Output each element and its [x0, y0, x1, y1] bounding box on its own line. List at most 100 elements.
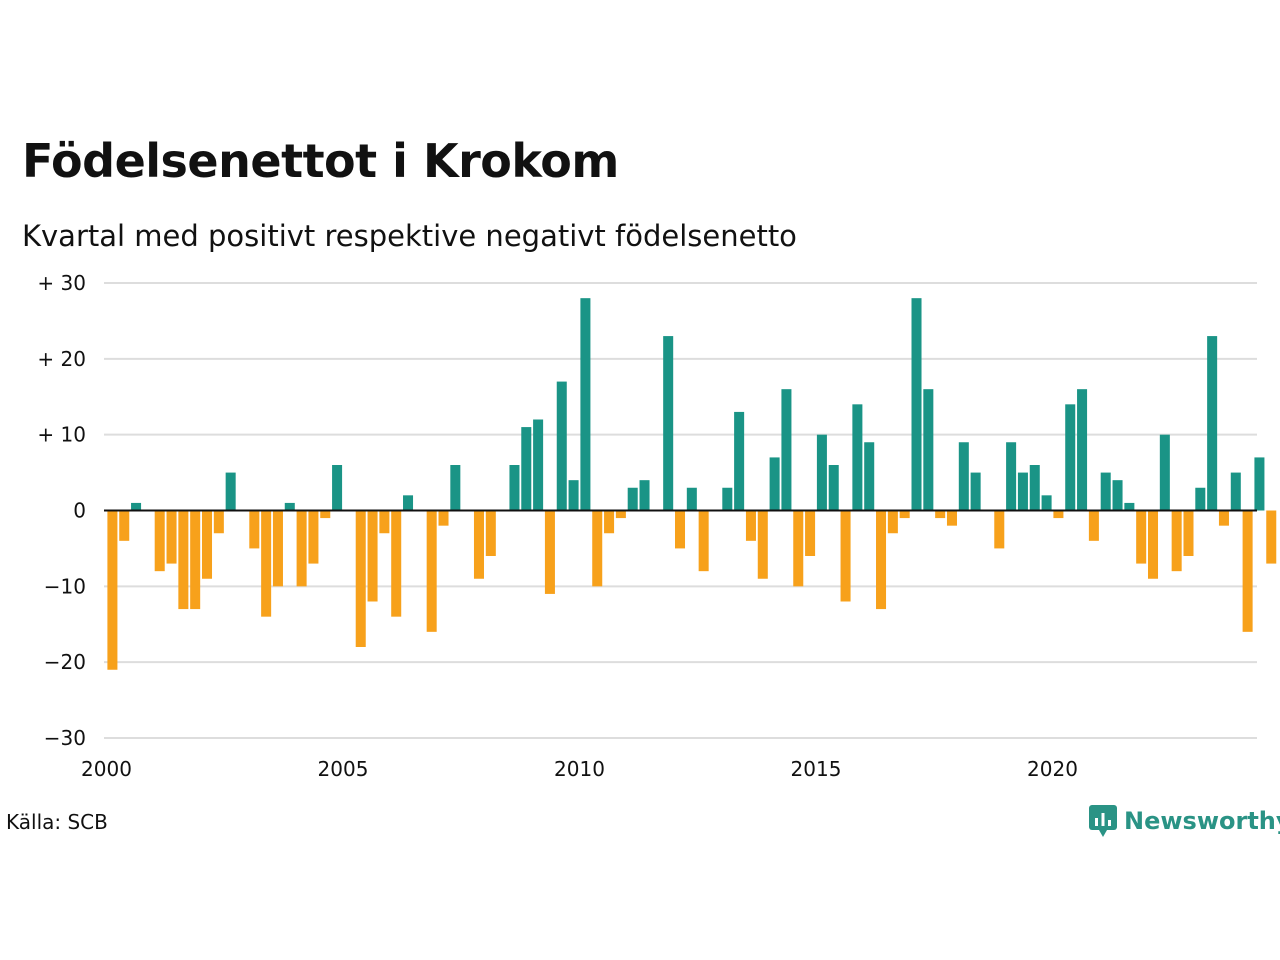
bar-positive	[1230, 472, 1241, 511]
bar-negative	[1218, 510, 1229, 526]
bar-positive	[450, 465, 461, 511]
bar-negative	[1136, 510, 1147, 564]
bar-negative	[355, 510, 366, 647]
bar-positive	[911, 298, 922, 511]
bar-negative	[119, 510, 130, 541]
bar-negative	[675, 510, 686, 549]
bar-negative	[887, 510, 898, 534]
bar-negative	[1088, 510, 1099, 541]
bar-positive	[580, 298, 591, 511]
bar-negative	[1183, 510, 1194, 556]
bar-positive	[521, 427, 532, 511]
brand-logo: Newsworthy	[1088, 804, 1280, 838]
bar-positive	[556, 381, 567, 511]
bar-negative	[249, 510, 260, 549]
bar-negative	[946, 510, 957, 526]
bar-positive	[1100, 472, 1111, 511]
bar-negative	[1242, 510, 1253, 632]
bar-negative	[391, 510, 402, 617]
y-tick-label: + 20	[37, 347, 86, 371]
bar-positive	[769, 457, 780, 511]
y-tick-label: −30	[44, 726, 86, 750]
bar-positive	[686, 487, 697, 511]
bar-negative	[604, 510, 615, 534]
bar-negative	[272, 510, 283, 587]
bar-negative	[438, 510, 449, 526]
bar-positive	[1207, 336, 1218, 511]
bar-negative	[1053, 510, 1064, 519]
bar-negative	[213, 510, 224, 534]
bar-positive	[1006, 442, 1017, 511]
bar-positive	[663, 336, 674, 511]
bar-positive	[131, 502, 142, 511]
x-axis-ticks: 2000 2005 2010 2015 2020	[81, 757, 1078, 781]
bar-positive	[923, 389, 934, 511]
bar-negative	[178, 510, 189, 610]
bar-positive	[970, 472, 981, 511]
x-tick-label: 2010	[554, 757, 605, 781]
bar-negative	[367, 510, 378, 602]
x-tick-label: 2000	[81, 757, 132, 781]
bar-positive	[509, 465, 520, 511]
bars	[107, 298, 1277, 670]
bar-positive	[1077, 389, 1088, 511]
bar-negative	[1266, 510, 1277, 564]
bar-negative	[107, 510, 118, 670]
bar-negative	[544, 510, 555, 594]
y-tick-label: + 30	[37, 271, 86, 295]
bar-positive	[627, 487, 638, 511]
x-tick-label: 2005	[318, 757, 369, 781]
bar-positive	[1041, 495, 1052, 511]
bar-negative	[166, 510, 177, 564]
grid-lines	[104, 282, 1257, 739]
bar-positive	[533, 419, 544, 511]
y-tick-label: −20	[44, 650, 86, 674]
bar-negative	[994, 510, 1005, 549]
y-tick-label: −10	[44, 574, 86, 598]
bar-negative	[1171, 510, 1182, 572]
bar-positive	[225, 472, 236, 511]
bar-negative	[592, 510, 603, 587]
bar-positive	[1124, 502, 1135, 511]
chart-subtitle: Kvartal med positivt respektive negativt…	[22, 219, 797, 253]
bar-negative	[308, 510, 319, 564]
bar-negative	[473, 510, 484, 579]
bar-positive	[332, 465, 343, 511]
newsworthy-logo-icon	[1089, 805, 1117, 837]
source-note: Källa: SCB	[6, 810, 108, 834]
bar-negative	[615, 510, 626, 519]
bar-positive	[722, 487, 733, 511]
bar-negative	[757, 510, 768, 579]
x-tick-label: 2015	[791, 757, 842, 781]
bar-negative	[935, 510, 946, 519]
bar-positive	[284, 502, 295, 511]
bar-positive	[958, 442, 969, 511]
bar-positive	[864, 442, 875, 511]
bar-positive	[568, 480, 579, 511]
bar-negative	[840, 510, 851, 602]
y-tick-label: 0	[73, 499, 86, 523]
y-tick-label: + 10	[37, 423, 86, 447]
bar-negative	[899, 510, 910, 519]
bar-positive	[852, 404, 863, 511]
bar-positive	[1017, 472, 1028, 511]
bar-negative	[745, 510, 756, 541]
bar-negative	[485, 510, 496, 556]
bar-positive	[828, 465, 839, 511]
bar-positive	[734, 411, 745, 511]
bar-negative	[154, 510, 165, 572]
bar-negative	[320, 510, 331, 519]
bar-positive	[816, 434, 827, 511]
bar-positive	[1112, 480, 1123, 511]
bar-positive	[1065, 404, 1076, 511]
bar-negative	[296, 510, 307, 587]
bar-positive	[1254, 457, 1265, 511]
x-tick-label: 2020	[1027, 757, 1078, 781]
bar-positive	[1159, 434, 1170, 511]
bar-negative	[379, 510, 390, 534]
chart-title: Födelsenettot i Krokom	[22, 134, 619, 188]
bar-negative	[261, 510, 272, 617]
bar-positive	[403, 495, 414, 511]
bar-negative	[805, 510, 816, 556]
